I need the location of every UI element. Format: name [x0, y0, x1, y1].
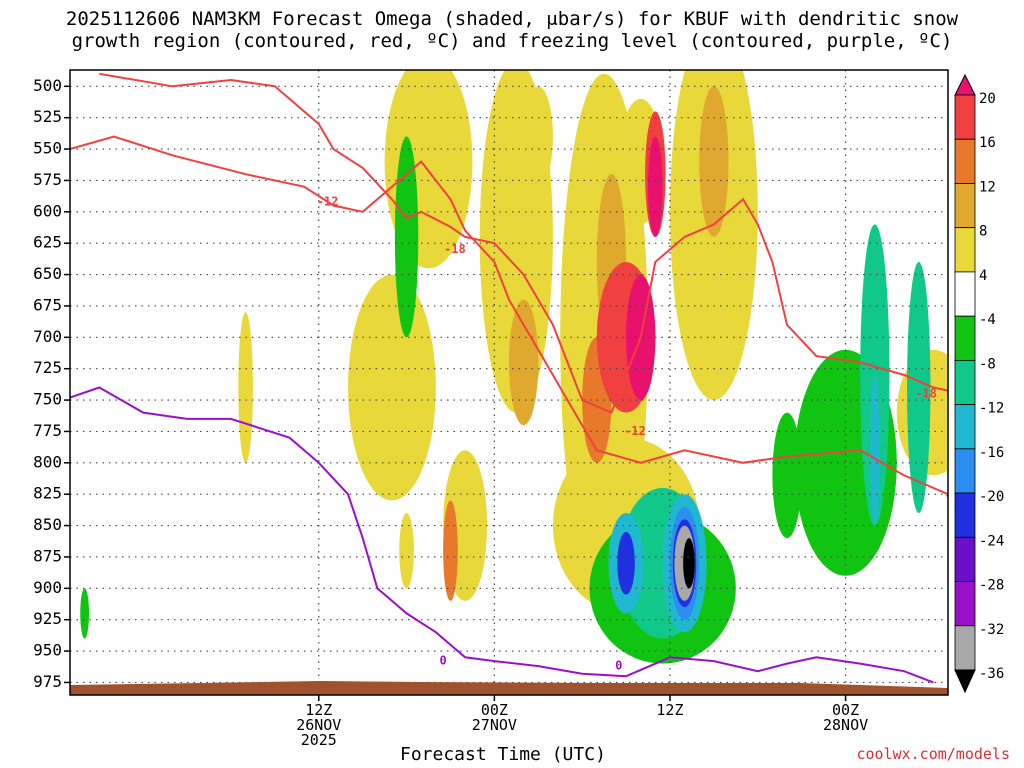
omega-region-32 — [907, 262, 931, 514]
colorbar-label-1: 16 — [979, 135, 996, 151]
colorbar-band-4 — [954, 227, 976, 273]
x-tick-label-30-1: 27NOV — [472, 716, 517, 734]
omega-region-5 — [348, 274, 436, 501]
plot-frame — [69, 69, 949, 696]
chart-title-line2: growth region (contoured, red, ºC) and f… — [71, 30, 953, 52]
contour-label-3: -18 — [915, 386, 937, 400]
colorbar-band-9 — [954, 448, 976, 494]
y-tick-label-825: 825 — [33, 484, 62, 503]
y-tick-label-725: 725 — [33, 358, 62, 377]
omega-region-13 — [399, 513, 414, 589]
y-tick-label-850: 850 — [33, 515, 62, 534]
y-tick-label-975: 975 — [33, 672, 62, 691]
colorbar-band-1 — [954, 94, 976, 140]
omega-region-22 — [648, 136, 663, 237]
colorbar-band-6 — [954, 315, 976, 361]
contour-line-1 — [99, 72, 948, 414]
omega-region-31 — [860, 224, 890, 526]
colorbar-label-4: 4 — [979, 268, 987, 284]
colorbar-band-12 — [954, 581, 976, 627]
colorbar-label-13: -36 — [979, 666, 1004, 682]
omega-region-23 — [394, 136, 419, 338]
x-tick-label-42-0: 12Z — [656, 701, 683, 719]
y-tick-label-625: 625 — [33, 233, 62, 252]
omega-region-37 — [617, 531, 635, 595]
y-tick-label-950: 950 — [33, 641, 62, 660]
colorbar-label-12: -32 — [979, 622, 1004, 638]
colorbar-band-10 — [954, 492, 976, 538]
contour-label-5: 0 — [440, 654, 447, 668]
colorbar-label-7: -12 — [979, 401, 1004, 417]
omega-region-15 — [699, 86, 729, 237]
colorbar-band-7 — [954, 359, 976, 406]
contour-label-4: -12 — [944, 488, 966, 502]
y-tick-label-900: 900 — [33, 578, 62, 597]
y-tick-label-650: 650 — [33, 264, 62, 283]
x-tick-label-30-0: 00Z — [481, 701, 508, 719]
omega-region-40 — [683, 538, 695, 589]
y-tick-label-750: 750 — [33, 390, 62, 409]
contour-line-2 — [70, 386, 934, 684]
omega-region-7 — [238, 312, 253, 463]
x-tick-label-18-2: 2025 — [301, 731, 337, 749]
colorbar-band-8 — [954, 404, 976, 450]
colorbar-band-3 — [954, 183, 976, 229]
contour-label-6: 0 — [615, 659, 622, 673]
y-tick-label-500: 500 — [33, 76, 62, 95]
x-tick-label-54-1: 28NOV — [823, 716, 868, 734]
colorbar-label-8: -16 — [979, 445, 1004, 461]
omega-region-10 — [523, 86, 553, 187]
colorbar-label-9: -20 — [979, 489, 1004, 505]
colorbar-label-11: -28 — [979, 578, 1004, 594]
x-tick-label-54-0: 00Z — [832, 701, 859, 719]
colorbar-label-0: 20 — [979, 91, 996, 107]
y-tick-label-700: 700 — [33, 327, 62, 346]
colorbar-label-2: 12 — [979, 179, 996, 195]
colorbar-bottom-arrow — [954, 669, 976, 694]
plot-area: -12 -18 -12 -18 -12 0 0 — [70, 70, 966, 695]
contour-label-1: -18 — [444, 242, 466, 256]
colorbar-label-3: 8 — [979, 224, 987, 240]
omega-region-35 — [870, 374, 880, 526]
y-tick-label-925: 925 — [33, 609, 62, 628]
chart-title-line1: 2025112606 NAM3KM Forecast Omega (shaded… — [65, 8, 959, 30]
colorbar-label-10: -24 — [979, 533, 1004, 549]
x-axis-title: Forecast Time (UTC) — [400, 744, 606, 765]
contour-line-0 — [70, 135, 948, 496]
y-tick-label-800: 800 — [33, 452, 62, 471]
colorbar-label-5: -4 — [979, 312, 996, 328]
y-tick-label-775: 775 — [33, 421, 62, 440]
omega-region-16 — [509, 299, 539, 426]
colorbar-band-5 — [954, 271, 976, 317]
source-watermark: coolwx.com/models — [856, 745, 1010, 763]
y-tick-label-600: 600 — [33, 201, 62, 220]
colorbar-band-2 — [954, 138, 976, 184]
colorbar-top-arrow — [954, 73, 976, 96]
y-tick-label-675: 675 — [33, 295, 62, 314]
y-tick-label-575: 575 — [33, 170, 62, 189]
y-tick-label-525: 525 — [33, 107, 62, 126]
terrain-strip — [70, 681, 948, 695]
omega-region-28 — [80, 588, 90, 639]
contour-label-2: -12 — [624, 424, 646, 438]
omega-region-17 — [443, 500, 458, 601]
colorbar-band-11 — [954, 536, 976, 582]
y-tick-label-875: 875 — [33, 546, 62, 565]
colorbar-band-13 — [954, 625, 976, 671]
colorbar-label-6: -8 — [979, 356, 996, 372]
omega-region-27 — [772, 412, 802, 539]
x-tick-label-18-0: 12Z — [305, 701, 332, 719]
y-tick-label-550: 550 — [33, 139, 62, 158]
x-tick-label-18-1: 26NOV — [296, 716, 341, 734]
contour-label-0: -12 — [317, 194, 339, 208]
